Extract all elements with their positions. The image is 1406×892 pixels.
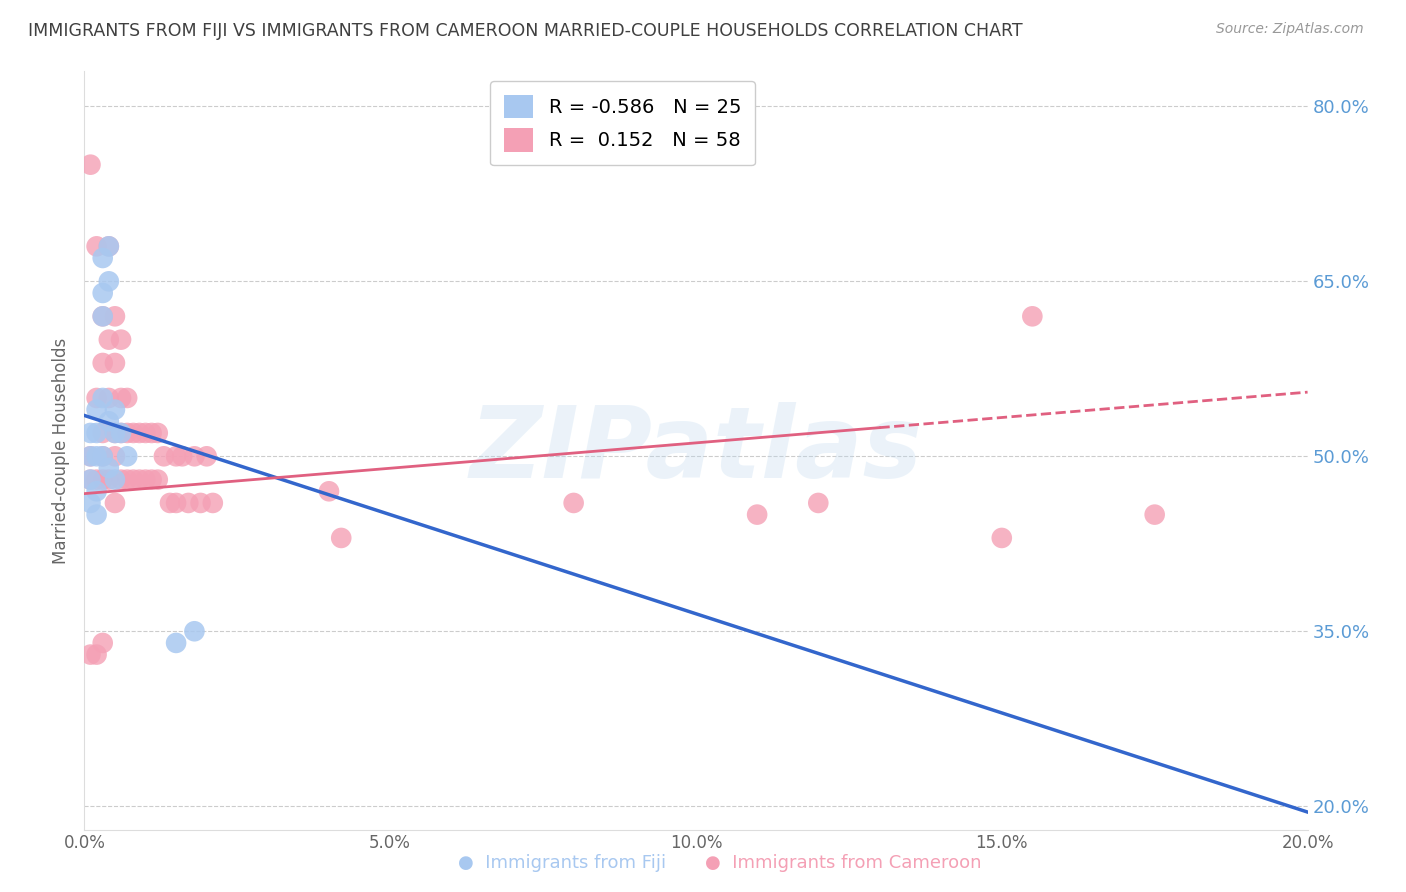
Point [1143, 508, 1166, 522]
Point [97, 391, 120, 405]
Point [165, 636, 187, 650]
Point [183, 450, 205, 464]
Point [115, 391, 138, 405]
Point [183, 624, 205, 639]
Point [104, 425, 127, 440]
Point [86, 473, 108, 487]
Point [86, 484, 108, 499]
Point [135, 425, 157, 440]
Point [91, 450, 114, 464]
Point [165, 496, 187, 510]
Point [86, 450, 108, 464]
Point [318, 484, 340, 499]
Point [110, 333, 132, 347]
Text: ●  Immigrants from Cameroon: ● Immigrants from Cameroon [706, 855, 981, 872]
Point [562, 496, 585, 510]
Point [79, 648, 101, 662]
Point [86, 508, 108, 522]
Point [128, 473, 150, 487]
Point [79, 473, 101, 487]
Point [807, 496, 830, 510]
Point [79, 473, 101, 487]
Point [97, 333, 120, 347]
Point [79, 450, 101, 464]
Point [97, 239, 120, 253]
Point [91, 251, 114, 265]
Point [97, 473, 120, 487]
Point [110, 473, 132, 487]
Point [97, 414, 120, 428]
Point [1021, 310, 1043, 324]
Point [91, 636, 114, 650]
Text: IMMIGRANTS FROM FIJI VS IMMIGRANTS FROM CAMEROON MARRIED-COUPLE HOUSEHOLDS CORRE: IMMIGRANTS FROM FIJI VS IMMIGRANTS FROM … [28, 22, 1022, 40]
Point [86, 648, 108, 662]
Point [128, 425, 150, 440]
Point [115, 425, 138, 440]
Point [330, 531, 353, 545]
Point [104, 425, 127, 440]
Point [177, 496, 200, 510]
Point [79, 496, 101, 510]
Point [159, 496, 181, 510]
Point [104, 402, 127, 417]
Point [91, 473, 114, 487]
Point [91, 310, 114, 324]
Point [91, 425, 114, 440]
Point [86, 425, 108, 440]
Point [153, 450, 176, 464]
Point [86, 402, 108, 417]
Point [201, 496, 224, 510]
Point [991, 531, 1014, 545]
Point [146, 425, 169, 440]
Point [97, 461, 120, 475]
Point [110, 425, 132, 440]
Point [190, 496, 212, 510]
Point [104, 310, 127, 324]
Text: ●  Immigrants from Fiji: ● Immigrants from Fiji [458, 855, 666, 872]
Point [91, 285, 114, 300]
Point [86, 391, 108, 405]
Point [110, 425, 132, 440]
Point [91, 310, 114, 324]
Point [104, 473, 127, 487]
Text: ZIPatlas: ZIPatlas [470, 402, 922, 499]
Point [110, 391, 132, 405]
Point [104, 496, 127, 510]
Point [195, 450, 218, 464]
Point [91, 356, 114, 370]
Point [104, 450, 127, 464]
Text: Source: ZipAtlas.com: Source: ZipAtlas.com [1216, 22, 1364, 37]
Point [91, 391, 114, 405]
Point [146, 473, 169, 487]
Point [141, 473, 163, 487]
Point [91, 450, 114, 464]
Point [79, 450, 101, 464]
Point [86, 239, 108, 253]
Point [79, 425, 101, 440]
Point [97, 274, 120, 288]
Point [165, 450, 187, 464]
Point [115, 450, 138, 464]
Point [122, 425, 145, 440]
Y-axis label: Married-couple Households: Married-couple Households [52, 337, 70, 564]
Point [141, 425, 163, 440]
Point [122, 473, 145, 487]
Point [135, 473, 157, 487]
Point [104, 356, 127, 370]
Point [747, 508, 769, 522]
Legend: R = -0.586   N = 25, R =  0.152   N = 58: R = -0.586 N = 25, R = 0.152 N = 58 [491, 81, 755, 166]
Point [115, 473, 138, 487]
Point [97, 239, 120, 253]
Point [79, 158, 101, 172]
Point [172, 450, 194, 464]
